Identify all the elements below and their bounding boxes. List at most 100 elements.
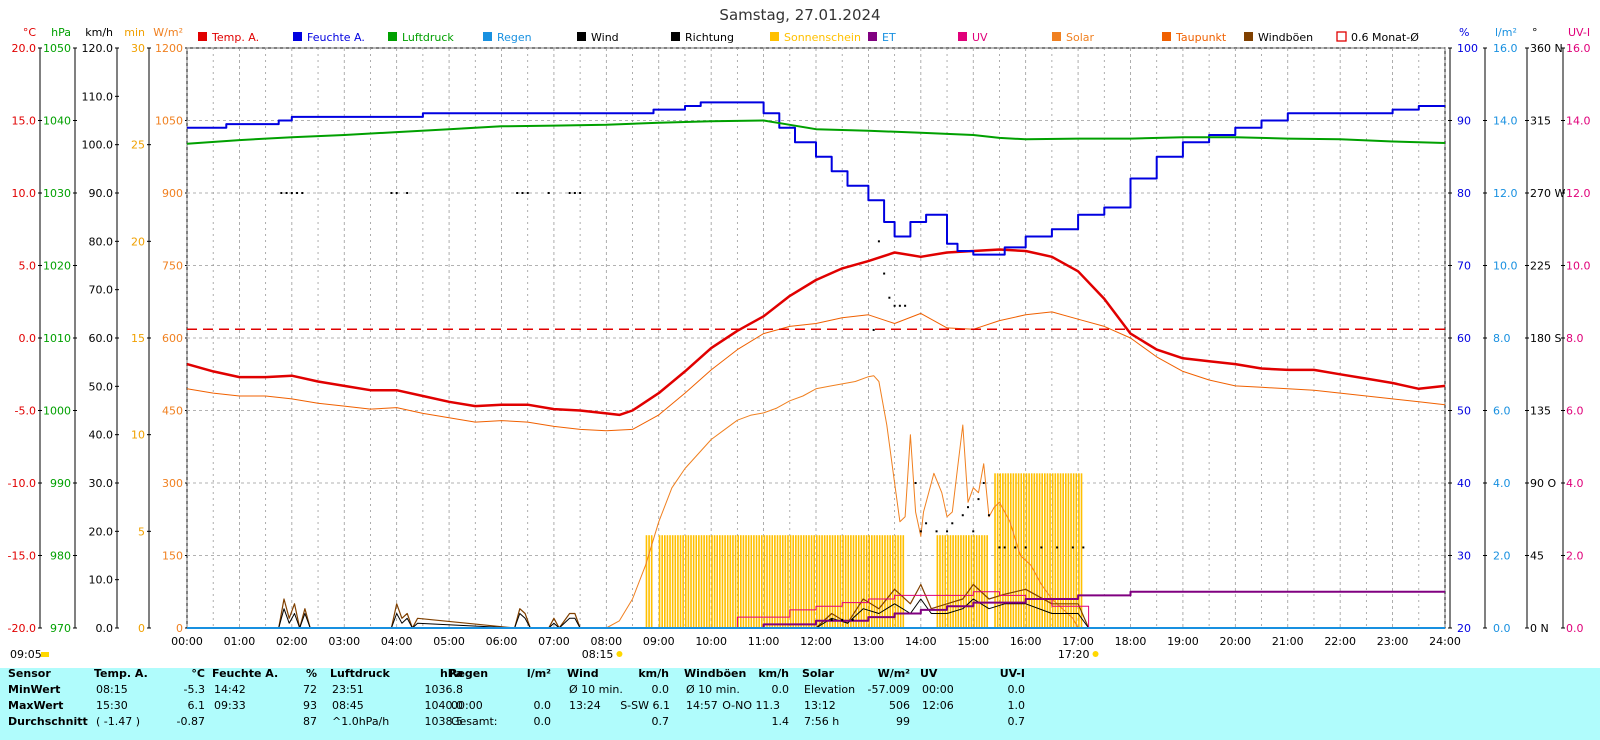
axis-tick-label-right: 40 xyxy=(1457,477,1471,490)
stats-value: 0.0 xyxy=(771,683,790,696)
axis-tick-label-right: 6.0 xyxy=(1493,405,1511,418)
sunshine-bar xyxy=(818,535,821,628)
legend-label: Feuchte A. xyxy=(307,31,365,44)
direction-point xyxy=(830,618,833,621)
sunrise-time: 08:15 xyxy=(582,648,614,661)
series-line-taupunkt xyxy=(186,311,1446,432)
legend: Temp. A. Feuchte A. Luftdruck Regen Wind Rich… xyxy=(198,31,1419,44)
sunshine-bar xyxy=(986,535,988,628)
axis-tick-label-right: 8.0 xyxy=(1566,332,1584,345)
stats-column-unit: UV-I xyxy=(999,667,1025,680)
sunshine-bar xyxy=(873,535,876,628)
axis-tick-label-right: 2.0 xyxy=(1493,550,1511,563)
x-tick-label: 22:00 xyxy=(1324,635,1356,648)
x-tick-label: 13:00 xyxy=(853,635,885,648)
axis-tick-label-left: -10.0 xyxy=(8,477,36,490)
axis-unit-left: min xyxy=(124,26,145,39)
axis-tick-label-left: -5.0 xyxy=(15,405,36,418)
sunshine-bar xyxy=(852,535,855,628)
legend-swatch xyxy=(293,32,302,41)
sunshine-bar xyxy=(734,535,737,628)
series-line-temp-a- xyxy=(186,248,1446,417)
legend-label: Wind xyxy=(591,31,619,44)
x-tick-label: 15:00 xyxy=(957,635,989,648)
sunshine-bar xyxy=(758,535,760,628)
stats-value: 93 xyxy=(303,699,317,712)
direction-point xyxy=(946,530,949,533)
legend-swatch xyxy=(483,32,492,41)
x-tick-label: 24:00 xyxy=(1429,635,1461,648)
sunshine-bar xyxy=(876,535,878,628)
sunshine-bar xyxy=(698,535,700,628)
axis-tick-label-left: -15.0 xyxy=(8,550,36,563)
sunshine-bar xyxy=(747,535,750,628)
legend-label: Windböen xyxy=(1258,31,1313,44)
stats-time: 7:56 h xyxy=(804,715,840,728)
axis-tick-label-left: 110.0 xyxy=(82,90,114,103)
sunshine-bar xyxy=(1030,473,1033,628)
sunshine-bar xyxy=(1004,473,1007,628)
stats-column-header: Temp. A. xyxy=(94,667,148,680)
stats-column-unit: l/m² xyxy=(526,667,551,680)
axis-tick-label-right: 30 xyxy=(1457,550,1471,563)
sunshine-bar xyxy=(776,535,779,628)
sunshine-bar xyxy=(839,535,842,628)
sunshine-bar xyxy=(669,535,671,628)
axis-tick-label-left: 90.0 xyxy=(89,187,114,200)
sunshine-bar xyxy=(936,535,939,628)
legend-label: Luftdruck xyxy=(402,31,454,44)
sunshine-bar xyxy=(795,535,797,628)
sunshine-bar xyxy=(708,535,711,628)
stats-column-header: Solar xyxy=(802,667,835,680)
sunshine-bar xyxy=(705,535,708,628)
stats-column-header: Regen xyxy=(449,667,489,680)
sunshine-bar xyxy=(1051,473,1054,628)
legend-label: Richtung xyxy=(685,31,734,44)
x-tick-label: 08:00 xyxy=(590,635,622,648)
x-tick-label: 17:00 xyxy=(1062,635,1094,648)
sunshine-bar xyxy=(687,535,690,628)
sunshine-bar xyxy=(981,535,983,628)
axis-tick-label-left: 990 xyxy=(50,477,71,490)
sunshine-bar xyxy=(983,535,986,628)
axis-tick-label-left: 20 xyxy=(131,235,145,248)
axis-tick-label-left: 10.0 xyxy=(89,574,114,587)
axis-tick-label-right: 315 xyxy=(1530,115,1551,128)
sunshine-bar xyxy=(724,535,726,628)
stats-column-header: Feuchte A. xyxy=(212,667,279,680)
axis-tick-label-left: 1050 xyxy=(155,115,183,128)
x-tick-label: 06:00 xyxy=(486,635,518,648)
sunshine-bar xyxy=(954,535,957,628)
sunshine-bar xyxy=(944,535,947,628)
axis-tick-label-left: 15.0 xyxy=(12,115,37,128)
x-tick-label: 16:00 xyxy=(1010,635,1042,648)
stats-time: 09:33 xyxy=(214,699,246,712)
x-tick-label: 09:00 xyxy=(643,635,675,648)
stats-time: 13:24 xyxy=(569,699,601,712)
sunshine-bar xyxy=(784,535,787,628)
stats-time: 12:06 xyxy=(922,699,954,712)
sunshine-bar xyxy=(663,535,666,628)
axis-tick-label-left: 70.0 xyxy=(89,284,114,297)
sunshine-bar xyxy=(789,535,792,628)
axis-tick-label-left: 0 xyxy=(176,622,183,635)
stats-time: 23:51 xyxy=(332,683,364,696)
sunshine-bar xyxy=(666,535,669,628)
direction-point xyxy=(526,192,529,194)
x-tick-label: 10:00 xyxy=(695,635,727,648)
stats-column-unit: km/h xyxy=(638,667,669,680)
stats-column-unit: °C xyxy=(191,667,205,680)
stats-value: 1038.5 xyxy=(424,715,464,728)
x-tick-label: 23:00 xyxy=(1377,635,1409,648)
sunshine-bar xyxy=(719,535,721,628)
direction-point xyxy=(285,192,288,194)
sunshine-bar xyxy=(999,473,1002,628)
axis-tick-label-left: 300 xyxy=(162,477,183,490)
sunshine-bar xyxy=(1020,473,1023,628)
sunshine-bar xyxy=(671,535,674,628)
x-tick-label: 21:00 xyxy=(1272,635,1304,648)
axis-tick-label-left: 750 xyxy=(162,260,183,273)
sunset-time: 17:20 xyxy=(1058,648,1090,661)
direction-point xyxy=(395,192,398,194)
direction-point xyxy=(1024,546,1027,549)
